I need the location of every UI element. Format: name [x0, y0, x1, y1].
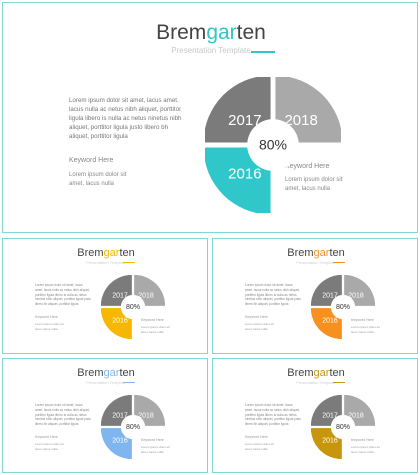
thumb-note-right: Lorem ipsum dolor sit amet, lacus nulla	[141, 325, 170, 334]
quadrant-2017	[311, 275, 342, 306]
center-circle	[120, 294, 146, 320]
quadrant-2016-label: 2016	[322, 317, 338, 324]
keyword-right: Keyword Here	[285, 163, 330, 170]
quadrant-2017	[101, 275, 132, 306]
slide-title: Bremgarten	[156, 21, 266, 44]
thumb-subtitle: Presentation Template	[296, 260, 336, 265]
quadrant-2018-label: 2018	[138, 413, 154, 420]
thumb-note-right: Lorem ipsum dolor sit amet, lacus nulla	[351, 445, 380, 454]
quadrant-2017-label: 2017	[112, 293, 128, 300]
thumbnail-slide-4[interactable]: Bremgarten Presentation Template Lorem ips…	[212, 358, 418, 473]
note-left: Lorem ipsum dolor sit amet, lacus nulla	[69, 172, 127, 187]
thumb-title: Bremgarten	[287, 367, 345, 379]
thumb-keyword-right: Keyword Here	[351, 318, 374, 322]
quadrant-2016	[311, 428, 342, 459]
thumb-subtitle: Presentation Template	[86, 380, 126, 385]
quadrant-2017-label: 2017	[322, 413, 338, 420]
quadrant-2017	[101, 395, 132, 426]
thumb-underline	[333, 382, 345, 383]
thumb-note-left: Lorem ipsum dolor sit amet, lacus nulla	[245, 322, 274, 331]
thumb-title: Bremgarten	[287, 247, 345, 259]
thumb-note-left: Lorem ipsum dolor sit amet, lacus nulla	[35, 442, 64, 451]
thumb-keyword-right: Keyword Here	[141, 438, 164, 442]
thumb-title: Bremgarten	[77, 247, 135, 259]
body-text: Lorem ipsum dolor sit amet, lacus amet. …	[69, 97, 182, 140]
quadrant-2018	[275, 77, 341, 143]
quadrant-2017	[311, 395, 342, 426]
quadrant-2018-label: 2018	[348, 413, 364, 420]
thumb-body-text: Lorem ipsum dolor sit amet, lacus amet. …	[35, 403, 91, 427]
center-value: 80%	[336, 424, 350, 431]
thumb-keyword-left: Keyword Here	[35, 315, 58, 319]
thumb-keyword-left: Keyword Here	[245, 435, 268, 439]
title-highlight: gar	[206, 21, 237, 44]
title-underline	[251, 51, 275, 53]
quadrant-2016-label: 2016	[228, 165, 261, 182]
thumb-quadrant-chart: 2017 2018 2016 80%	[101, 275, 165, 339]
quadrant-2016-label: 2016	[112, 437, 128, 444]
quadrant-2018	[134, 275, 165, 306]
thumb-subtitle: Presentation Template	[296, 380, 336, 385]
slide-subtitle: Presentation Template	[171, 46, 251, 55]
center-value: 80%	[126, 304, 140, 311]
note-right: Lorem ipsum dolor sit amet, lacus nulla	[285, 177, 343, 192]
thumb-title: Bremgarten	[77, 367, 135, 379]
quadrant-2016	[101, 308, 132, 339]
thumbnail-slide-3[interactable]: Bremgarten Presentation Template Lorem ips…	[2, 358, 208, 473]
thumb-quadrant-chart: 2017 2018 2016 80%	[311, 275, 375, 339]
center-value: 80%	[336, 304, 350, 311]
quadrant-2017	[205, 77, 271, 143]
center-value: 80%	[126, 424, 140, 431]
thumb-keyword-right: Keyword Here	[351, 438, 374, 442]
thumb-body-text: Lorem ipsum dolor sit amet, lacus amet. …	[35, 283, 91, 307]
thumbnail-slide-2[interactable]: Bremgarten Presentation Template Lorem ips…	[212, 238, 418, 354]
thumb-underline	[333, 262, 345, 263]
thumb-keyword-left: Keyword Here	[35, 435, 58, 439]
center-circle	[330, 414, 356, 440]
center-circle	[120, 414, 146, 440]
thumbnail-slide-1[interactable]: Bremgarten Presentation Template Lorem ips…	[2, 238, 208, 354]
quadrant-2018	[344, 275, 375, 306]
thumb-note-right: Lorem ipsum dolor sit amet, lacus nulla	[141, 445, 170, 454]
thumb-note-left: Lorem ipsum dolor sit amet, lacus nulla	[245, 442, 274, 451]
quadrant-2016-label: 2016	[112, 317, 128, 324]
quadrant-2018-label: 2018	[284, 112, 317, 129]
quadrant-2018	[344, 395, 375, 426]
thumb-quadrant-chart: 2017 2018 2016 80%	[101, 395, 165, 459]
thumb-body-text: Lorem ipsum dolor sit amet, lacus amet. …	[245, 403, 301, 427]
thumb-body-text: Lorem ipsum dolor sit amet, lacus amet. …	[245, 283, 301, 307]
quadrant-2017-label: 2017	[112, 413, 128, 420]
thumb-keyword-right: Keyword Here	[141, 318, 164, 322]
title-highlight: gar	[313, 247, 330, 259]
thumb-note-right: Lorem ipsum dolor sit amet, lacus nulla	[351, 325, 380, 334]
quadrant-2018-label: 2018	[348, 293, 364, 300]
quadrant-chart: 2017 2018 2016 80%	[205, 77, 341, 213]
quadrant-2016	[101, 428, 132, 459]
thumb-underline	[123, 262, 135, 263]
quadrant-2018-label: 2018	[138, 293, 154, 300]
quadrant-2016	[205, 147, 271, 213]
quadrant-2018	[134, 395, 165, 426]
quadrant-2017-label: 2017	[322, 293, 338, 300]
keyword-left: Keyword Here	[69, 157, 114, 164]
thumb-underline	[123, 382, 135, 383]
title-highlight: gar	[313, 367, 330, 379]
title-highlight: gar	[103, 367, 120, 379]
center-value: 80%	[259, 136, 287, 152]
center-circle	[247, 119, 299, 171]
thumb-quadrant-chart: 2017 2018 2016 80%	[311, 395, 375, 459]
quadrant-2017-label: 2017	[228, 112, 261, 129]
main-slide[interactable]: Bremgarten Presentation Template Lorem i…	[2, 2, 418, 233]
quadrant-2016-label: 2016	[322, 437, 338, 444]
thumb-subtitle: Presentation Template	[86, 260, 126, 265]
title-highlight: gar	[103, 247, 120, 259]
thumb-keyword-left: Keyword Here	[245, 315, 268, 319]
center-circle	[330, 294, 356, 320]
quadrant-2016	[311, 308, 342, 339]
thumb-note-left: Lorem ipsum dolor sit amet, lacus nulla	[35, 322, 64, 331]
